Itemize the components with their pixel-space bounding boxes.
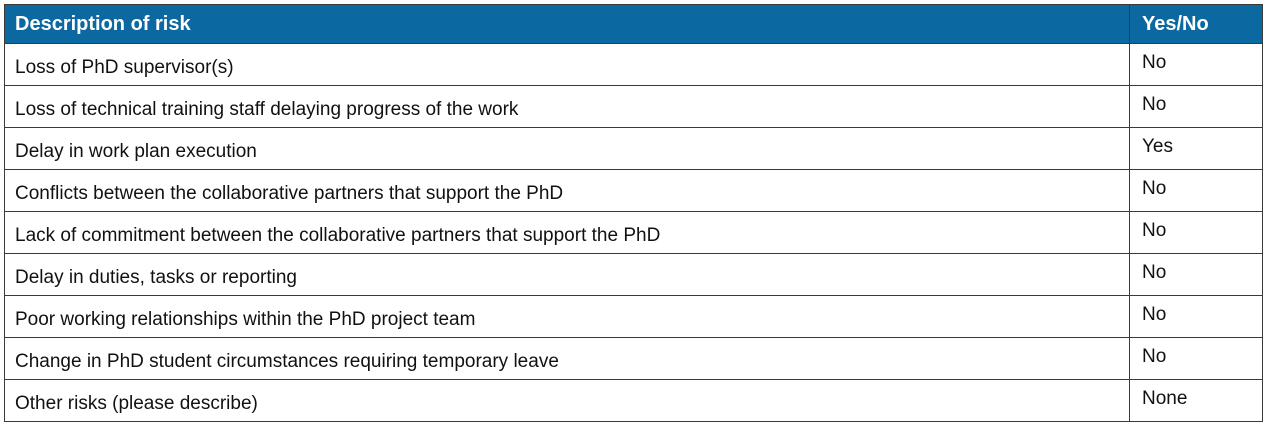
risk-description: Conflicts between the collaborative part… (4, 169, 1130, 212)
risk-description: Change in PhD student circumstances requ… (4, 337, 1130, 380)
header-row: Description of risk Yes/No (4, 4, 1263, 44)
risk-description: Loss of PhD supervisor(s) (4, 43, 1130, 86)
risk-table-container: Description of risk Yes/No Loss of PhD s… (4, 4, 1263, 422)
table-row: Other risks (please describe) None (4, 379, 1263, 422)
risk-answer: No (1129, 169, 1263, 212)
risk-answer: No (1129, 253, 1263, 296)
risk-description: Delay in duties, tasks or reporting (4, 253, 1130, 296)
table-row: Change in PhD student circumstances requ… (4, 337, 1263, 380)
risk-answer: No (1129, 211, 1263, 254)
risk-answer: No (1129, 337, 1263, 380)
risk-description: Poor working relationships within the Ph… (4, 295, 1130, 338)
risk-answer: No (1129, 85, 1263, 128)
table-row: Lack of commitment between the collabora… (4, 211, 1263, 254)
risk-description: Other risks (please describe) (4, 379, 1130, 422)
table-row: Conflicts between the collaborative part… (4, 169, 1263, 212)
risk-answer: None (1129, 379, 1263, 422)
risk-description: Delay in work plan execution (4, 127, 1130, 170)
risk-description: Loss of technical training staff delayin… (4, 85, 1130, 128)
header-description: Description of risk (4, 4, 1130, 44)
table-row: Delay in duties, tasks or reporting No (4, 253, 1263, 296)
risk-answer: No (1129, 295, 1263, 338)
header-yes-no: Yes/No (1129, 4, 1263, 44)
table-row: Loss of technical training staff delayin… (4, 85, 1263, 128)
risk-table: Description of risk Yes/No Loss of PhD s… (4, 4, 1263, 422)
table-row: Poor working relationships within the Ph… (4, 295, 1263, 338)
risk-answer: Yes (1129, 127, 1263, 170)
risk-description: Lack of commitment between the collabora… (4, 211, 1130, 254)
risk-answer: No (1129, 43, 1263, 86)
table-row: Loss of PhD supervisor(s) No (4, 43, 1263, 86)
table-row: Delay in work plan execution Yes (4, 127, 1263, 170)
